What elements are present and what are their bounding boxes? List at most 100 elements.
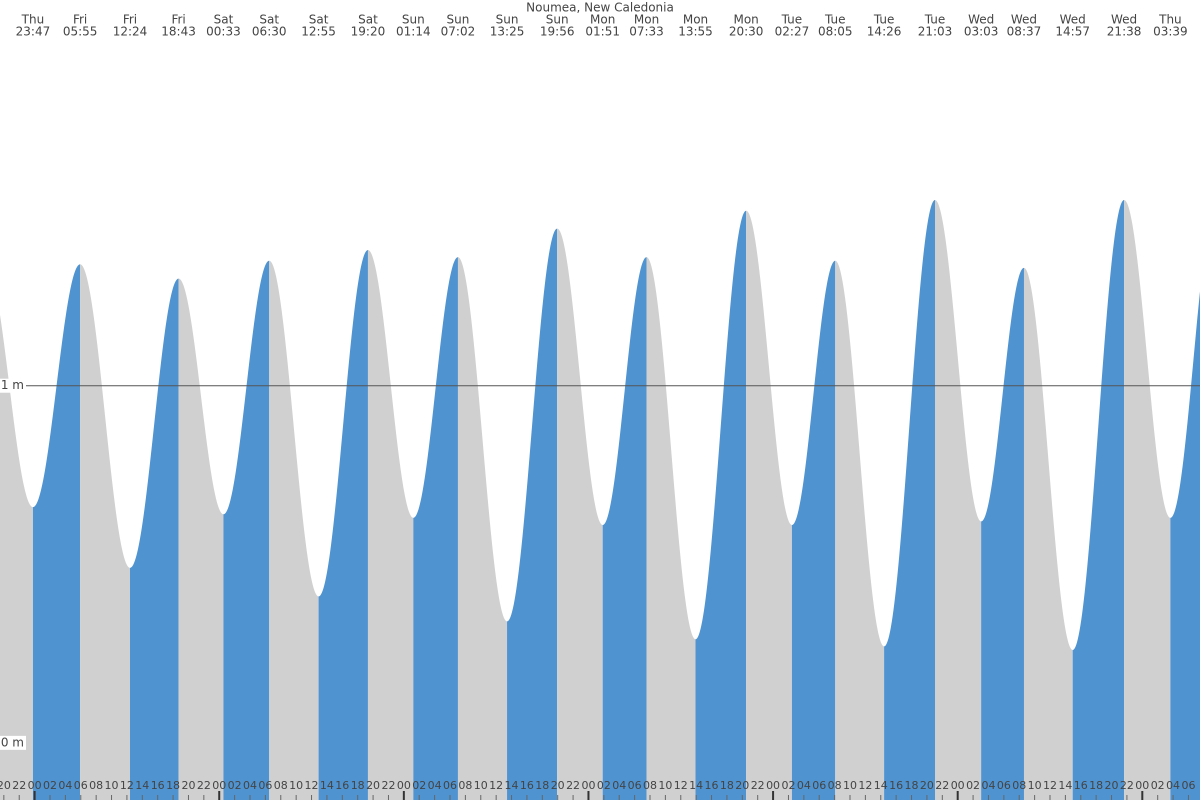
extreme-time: 07:33: [629, 25, 664, 39]
extreme-time: 12:55: [301, 25, 336, 39]
x-tick-label: 04: [243, 779, 257, 792]
x-tick-label: 12: [489, 779, 503, 792]
x-tick-label: 04: [1166, 779, 1180, 792]
x-tick-label: 02: [228, 779, 242, 792]
x-tick-label: 20: [735, 779, 749, 792]
x-tick-label: 14: [1058, 779, 1072, 792]
extreme-time: 14:57: [1055, 25, 1090, 39]
x-tick-label: 06: [443, 779, 457, 792]
x-tick-label: 06: [628, 779, 642, 792]
falling-tide: [178, 278, 224, 800]
x-tick-label: 18: [535, 779, 549, 792]
x-tick-label: 06: [258, 779, 272, 792]
extreme-time: 00:33: [206, 25, 241, 39]
x-tick-label: 22: [1120, 779, 1134, 792]
extreme-day: Sat: [214, 13, 234, 27]
x-tick-label: 08: [643, 779, 657, 792]
falling-tide: [457, 257, 508, 800]
falling-tide: [0, 314, 33, 800]
extreme-time: 08:05: [818, 25, 853, 39]
x-tick-label: 08: [828, 779, 842, 792]
x-tick-label: 08: [1012, 779, 1026, 792]
extreme-time: 14:26: [867, 25, 902, 39]
extreme-time: 03:03: [964, 25, 999, 39]
extreme-time: 13:55: [678, 25, 713, 39]
x-tick-label: 22: [566, 779, 580, 792]
extreme-day: Sat: [358, 13, 378, 27]
x-tick-label: 10: [105, 779, 119, 792]
extreme-day: Wed: [1011, 13, 1037, 27]
x-tick-label: 04: [981, 779, 995, 792]
extreme-time: 13:25: [490, 25, 525, 39]
rising-tide: [507, 228, 558, 800]
extreme-day: Tue: [873, 13, 895, 27]
x-tick-label: 02: [781, 779, 795, 792]
extreme-day: Wed: [1060, 13, 1086, 27]
x-tick-label: 20: [181, 779, 195, 792]
x-tick-label: 18: [166, 779, 180, 792]
x-tick-label: 22: [12, 779, 26, 792]
rising-tide: [318, 250, 368, 800]
y-tick-label: 1 m: [1, 378, 24, 392]
extreme-day: Tue: [924, 13, 946, 27]
x-tick-label: 14: [505, 779, 519, 792]
extreme-day: Fri: [73, 13, 87, 27]
falling-tide: [935, 200, 982, 800]
extreme-time: 01:51: [585, 25, 620, 39]
x-tick-label: 00: [581, 779, 595, 792]
falling-tide: [269, 260, 319, 800]
x-tick-label: 08: [274, 779, 288, 792]
extreme-day: Mon: [683, 13, 708, 27]
x-tick-label: 20: [920, 779, 934, 792]
falling-tide: [835, 260, 885, 800]
extreme-day: Tue: [781, 13, 803, 27]
x-tick-label: 20: [1105, 779, 1119, 792]
extreme-day: Wed: [1111, 13, 1137, 27]
falling-tide: [646, 257, 696, 800]
x-tick-label: 04: [58, 779, 72, 792]
x-tick-label: 20: [551, 779, 565, 792]
x-tick-label: 16: [705, 779, 719, 792]
x-tick-label: 20: [0, 779, 11, 792]
x-tick-label: 06: [812, 779, 826, 792]
x-tick-label: 08: [89, 779, 103, 792]
x-tick-label: 10: [474, 779, 488, 792]
x-tick-label: 10: [289, 779, 303, 792]
x-tick-label: 02: [966, 779, 980, 792]
rising-tide: [223, 260, 270, 800]
x-tick-label: 16: [520, 779, 534, 792]
rising-tide: [602, 257, 647, 800]
extreme-day: Fri: [171, 13, 185, 27]
x-tick-label: 22: [935, 779, 949, 792]
x-tick-label: 00: [951, 779, 965, 792]
rising-tide: [413, 257, 458, 800]
rising-tide: [791, 260, 836, 800]
y-tick-label-bg: [0, 735, 26, 750]
extreme-day: Wed: [968, 13, 994, 27]
y-tick-label-bg: [0, 378, 26, 393]
x-tick-label: 18: [905, 779, 919, 792]
x-tick-label: 12: [674, 779, 688, 792]
extreme-day: Mon: [590, 13, 615, 27]
x-tick-label: 06: [74, 779, 88, 792]
x-tick-label: 04: [612, 779, 626, 792]
x-tick-label: 12: [305, 779, 319, 792]
extreme-day: Mon: [634, 13, 659, 27]
extreme-day: Sun: [496, 13, 519, 27]
x-tick-label: 16: [335, 779, 349, 792]
extreme-time: 19:56: [540, 25, 575, 39]
x-tick-label: 02: [412, 779, 426, 792]
extreme-day: Thu: [1158, 13, 1182, 27]
extreme-time: 21:03: [918, 25, 953, 39]
extreme-day: Sun: [402, 13, 425, 27]
extreme-day: Sun: [447, 13, 470, 27]
x-tick-label: 18: [1089, 779, 1103, 792]
x-tick-label: 10: [843, 779, 857, 792]
rising-tide: [1072, 200, 1125, 800]
rising-tide: [981, 267, 1024, 800]
extreme-day: Thu: [21, 13, 45, 27]
rising-tide: [695, 210, 747, 800]
rising-tide: [130, 278, 179, 800]
falling-tide: [367, 250, 414, 800]
